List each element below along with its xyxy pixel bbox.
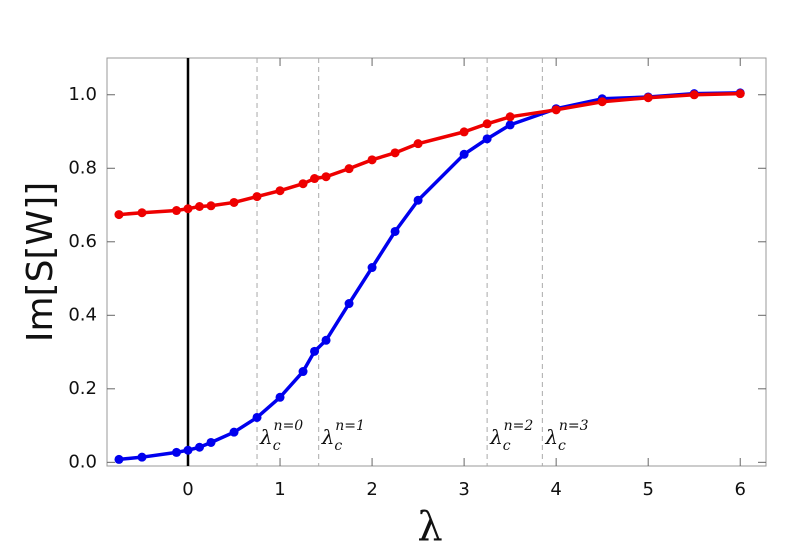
label-sup: n=1 xyxy=(335,418,365,434)
y-tick-label: 0.4 xyxy=(68,304,97,325)
data-point xyxy=(413,139,423,149)
y-tick-label: 1.0 xyxy=(68,84,97,105)
data-point xyxy=(321,172,331,182)
data-point xyxy=(413,195,423,205)
x-tick-label: 0 xyxy=(182,479,193,500)
data-point xyxy=(505,120,515,130)
data-point xyxy=(194,201,204,211)
data-point xyxy=(137,452,147,462)
x-tick-label: 6 xyxy=(735,479,746,500)
data-point xyxy=(310,174,320,184)
data-point xyxy=(367,155,377,165)
data-point xyxy=(114,210,124,220)
data-point xyxy=(229,427,239,437)
data-point xyxy=(137,208,147,218)
threshold-label: λc n=2 xyxy=(489,418,533,454)
data-point xyxy=(735,89,745,99)
plot-frame xyxy=(106,57,767,467)
data-point xyxy=(459,127,469,137)
data-point xyxy=(390,148,400,158)
data-point xyxy=(367,263,377,273)
data-point xyxy=(114,454,124,464)
x-tick-label: 5 xyxy=(642,479,653,500)
data-point xyxy=(390,226,400,236)
data-point xyxy=(505,112,515,122)
y-tick-label: 0.0 xyxy=(68,451,97,472)
label-base: λ xyxy=(259,425,273,449)
label-base: λ xyxy=(544,425,558,449)
x-tick-label: 3 xyxy=(458,479,469,500)
data-point xyxy=(194,442,204,452)
data-point xyxy=(183,204,193,214)
x-tick-label: 2 xyxy=(366,479,377,500)
data-point xyxy=(459,149,469,159)
data-point xyxy=(321,335,331,345)
data-point xyxy=(344,299,354,309)
threshold-label: λc n=3 xyxy=(544,418,588,454)
data-point xyxy=(206,201,216,211)
data-point xyxy=(252,192,262,202)
series-line xyxy=(118,91,741,462)
x-tick-label: 1 xyxy=(274,479,285,500)
data-point xyxy=(298,367,308,377)
x-tick-label: 4 xyxy=(550,479,561,500)
label-sup: n=3 xyxy=(559,418,589,434)
label-base: λ xyxy=(321,425,335,449)
x-axis-label: λ xyxy=(417,504,442,550)
data-point xyxy=(689,90,699,100)
label-sub: c xyxy=(503,438,511,454)
label-sup: n=0 xyxy=(274,418,304,434)
data-point xyxy=(551,105,561,115)
y-tick-label: 0.6 xyxy=(68,231,97,252)
label-sub: c xyxy=(334,438,342,454)
label-sub: c xyxy=(558,438,566,454)
data-point xyxy=(310,346,320,356)
data-point xyxy=(643,93,653,103)
data-point xyxy=(482,119,492,129)
series-line xyxy=(118,91,741,217)
y-tick-label: 0.2 xyxy=(68,378,97,399)
label-base: λ xyxy=(489,425,503,449)
threshold-label: λc n=1 xyxy=(321,418,365,454)
data-point xyxy=(597,97,607,107)
threshold-label: λc n=0 xyxy=(259,418,303,454)
label-sub: c xyxy=(273,438,281,454)
data-point xyxy=(298,179,308,189)
data-point xyxy=(344,164,354,174)
data-point xyxy=(252,412,262,422)
data-point xyxy=(229,197,239,207)
data-point xyxy=(275,392,285,402)
label-sup: n=2 xyxy=(504,418,534,434)
y-axis-label: Im[S[W]] xyxy=(20,182,61,342)
data-point xyxy=(482,134,492,144)
data-point xyxy=(171,447,181,457)
y-tick-label: 0.8 xyxy=(68,157,97,178)
data-point xyxy=(206,437,216,447)
data-point xyxy=(183,445,193,455)
data-point xyxy=(171,206,181,216)
data-point xyxy=(275,186,285,196)
